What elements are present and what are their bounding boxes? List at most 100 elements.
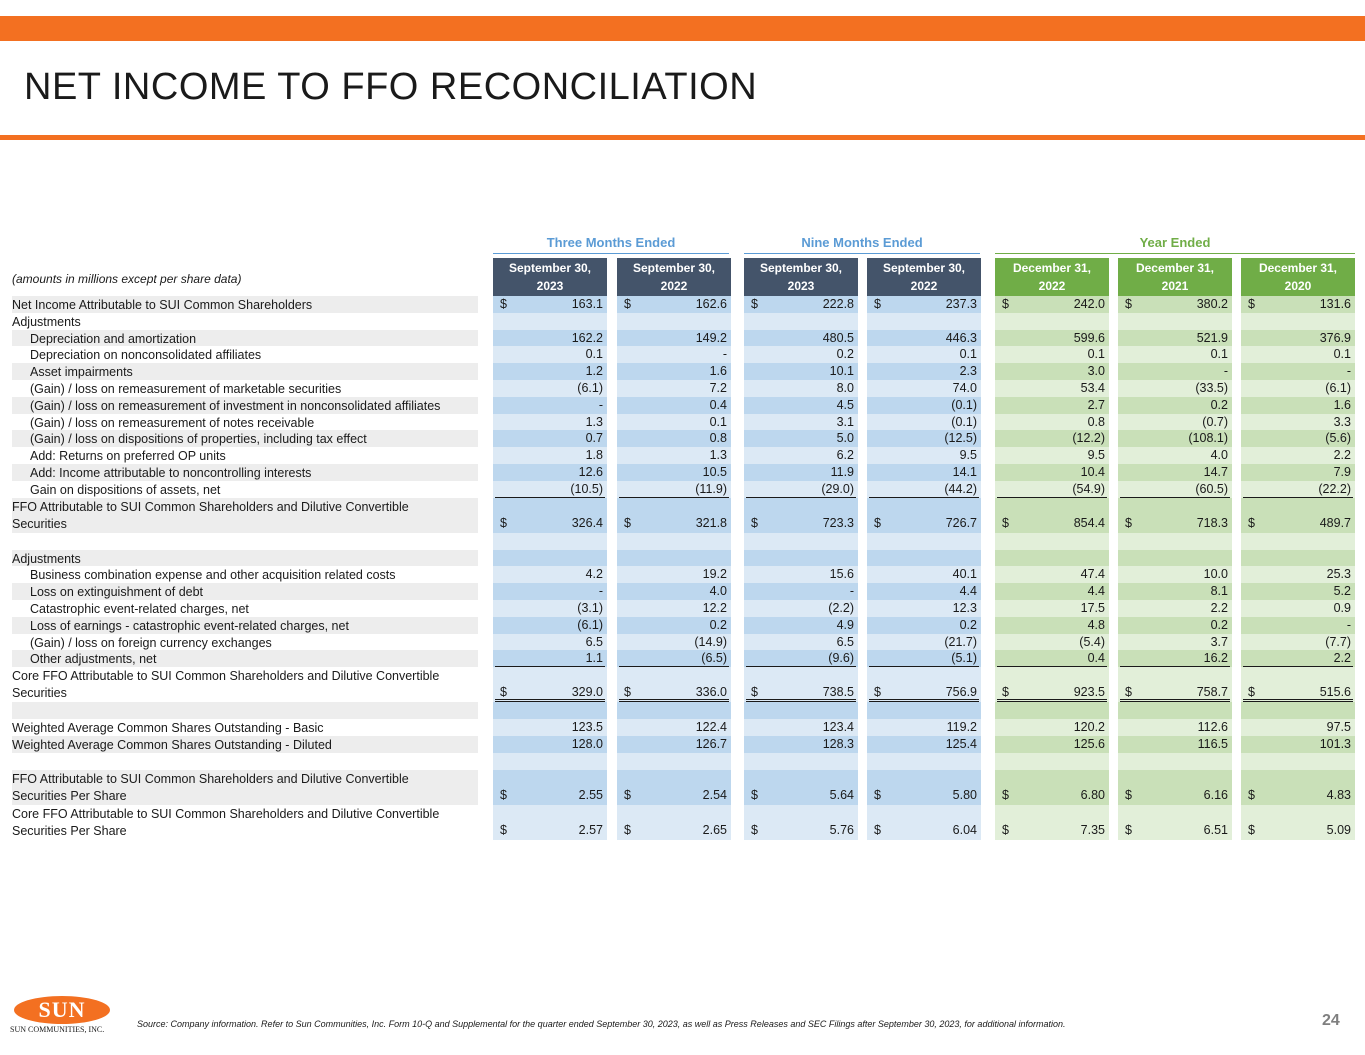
currency-symbol: $ bbox=[500, 685, 507, 700]
table-cell: 4.8 bbox=[995, 616, 1109, 634]
cell-value: - bbox=[598, 584, 603, 599]
cell-value: (14.9) bbox=[694, 634, 727, 649]
cell-value: 112.6 bbox=[1197, 720, 1228, 735]
table-cell: (12.5) bbox=[867, 430, 981, 448]
currency-symbol: $ bbox=[1248, 515, 1255, 530]
cell-value: (22.2) bbox=[1318, 481, 1351, 496]
table-cell: 122.4 bbox=[617, 719, 731, 736]
row-label-line1: Catastrophic event-related charges, net bbox=[30, 601, 249, 616]
table-cell: $326.4 bbox=[493, 497, 607, 533]
table-cell bbox=[1241, 702, 1355, 720]
row-label-line1: (Gain) / loss on remeasurement of market… bbox=[30, 381, 342, 396]
cell-value: 0.1 bbox=[959, 347, 977, 362]
cell-value: 120.2 bbox=[1073, 720, 1105, 735]
row-label-background bbox=[12, 430, 478, 448]
table-cell bbox=[1241, 312, 1355, 330]
cell-value: (9.6) bbox=[828, 651, 854, 666]
currency-symbol: $ bbox=[874, 297, 881, 311]
table-cell: 12.3 bbox=[867, 599, 981, 617]
table-cell: (44.2) bbox=[867, 480, 981, 498]
table-cell bbox=[493, 549, 607, 567]
table-cell: (0.1) bbox=[867, 396, 981, 414]
table-cell: 4.4 bbox=[995, 583, 1109, 600]
table-cell: - bbox=[1241, 363, 1355, 380]
cell-value: (10.5) bbox=[570, 481, 603, 496]
cell-value: 162.2 bbox=[571, 330, 603, 345]
table-cell: 101.3 bbox=[1241, 735, 1355, 753]
currency-symbol: $ bbox=[624, 297, 631, 311]
cell-value: 6.5 bbox=[585, 634, 603, 649]
cell-value: 128.3 bbox=[822, 736, 854, 751]
cell-value: 1.1 bbox=[585, 651, 603, 666]
table-cell: 0.4 bbox=[995, 650, 1109, 668]
table-cell: (108.1) bbox=[1118, 430, 1232, 448]
currency-symbol: $ bbox=[874, 822, 881, 837]
cell-value: - bbox=[1223, 364, 1228, 379]
cell-value: 0.2 bbox=[709, 617, 727, 632]
table-cell: 149.2 bbox=[617, 329, 731, 347]
cell-value: 2.65 bbox=[702, 822, 727, 837]
cell-value: 126.7 bbox=[695, 736, 727, 751]
table-cell: $923.5 bbox=[995, 667, 1109, 703]
table-row: (Gain) / loss on foreign currency exchan… bbox=[12, 633, 1355, 651]
table-cell: 3.7 bbox=[1118, 633, 1232, 651]
row-label-line1: Gain on dispositions of assets, net bbox=[30, 482, 221, 497]
table-cell: $329.0 bbox=[493, 667, 607, 703]
table-cell: (5.6) bbox=[1241, 430, 1355, 448]
column-header-line1: December 31, bbox=[1258, 261, 1338, 275]
table-cell: 2.3 bbox=[867, 363, 981, 380]
table-cell: 0.1 bbox=[617, 413, 731, 431]
cell-value: 4.4 bbox=[959, 584, 977, 599]
table-cell: (11.9) bbox=[617, 480, 731, 498]
column-header: September 30, 2023 bbox=[493, 258, 607, 296]
cell-value: (5.6) bbox=[1325, 431, 1351, 446]
cell-value: 326.4 bbox=[571, 515, 603, 530]
group-three-months: Three Months Ended bbox=[493, 232, 729, 254]
cell-value: 10.0 bbox=[1203, 567, 1228, 582]
cell-value: 489.7 bbox=[1319, 515, 1351, 530]
cell-value: 1.6 bbox=[1333, 397, 1351, 412]
cell-value: 2.57 bbox=[578, 822, 603, 837]
row-label-background bbox=[12, 735, 478, 753]
table-cell: $2.54 bbox=[617, 769, 731, 805]
column-header: December 31, 2021 bbox=[1118, 258, 1232, 296]
cell-value: 123.4 bbox=[822, 720, 854, 735]
table-cell: 12.2 bbox=[617, 599, 731, 617]
row-label-line1: Adjustments bbox=[12, 551, 81, 566]
table-cell: 10.1 bbox=[744, 363, 858, 380]
cell-value: 123.5 bbox=[571, 720, 603, 735]
table-cell: $738.5 bbox=[744, 667, 858, 703]
table-cell: 0.2 bbox=[867, 616, 981, 634]
table-cell: (7.7) bbox=[1241, 633, 1355, 651]
row-label-line2: Securities bbox=[12, 686, 67, 701]
table-cell: 125.4 bbox=[867, 735, 981, 753]
table-cell: (9.6) bbox=[744, 650, 858, 668]
table-cell: - bbox=[493, 396, 607, 414]
cell-value: 222.8 bbox=[822, 297, 854, 311]
table-cell: $723.3 bbox=[744, 497, 858, 533]
currency-symbol: $ bbox=[500, 787, 507, 802]
table-cell: $515.6 bbox=[1241, 667, 1355, 703]
cell-value: 726.7 bbox=[945, 515, 977, 530]
cell-value: 8.0 bbox=[836, 380, 854, 395]
table-cell: - bbox=[744, 583, 858, 600]
cell-value: (6.1) bbox=[577, 617, 603, 632]
cell-value: 53.4 bbox=[1080, 380, 1105, 395]
table-cell: $5.64 bbox=[744, 769, 858, 805]
table-cell: (6.1) bbox=[1241, 379, 1355, 397]
table-cell: 480.5 bbox=[744, 329, 858, 347]
row-label-line1: (Gain) / loss on foreign currency exchan… bbox=[30, 635, 272, 650]
table-cell: $2.55 bbox=[493, 769, 607, 805]
cell-value: 9.5 bbox=[1087, 448, 1105, 463]
column-header: December 31, 2020 bbox=[1241, 258, 1355, 296]
row-label-line1: Add: Returns on preferred OP units bbox=[30, 449, 226, 464]
table-cell: 112.6 bbox=[1118, 719, 1232, 736]
currency-symbol: $ bbox=[500, 297, 507, 311]
table-cell: $380.2 bbox=[1118, 296, 1232, 313]
cell-value: 7.2 bbox=[709, 380, 727, 395]
table-cell bbox=[995, 549, 1109, 567]
cell-value: 2.54 bbox=[702, 787, 727, 802]
table-cell: (3.1) bbox=[493, 599, 607, 617]
table-row bbox=[12, 532, 1355, 550]
cell-value: (54.9) bbox=[1072, 481, 1105, 496]
